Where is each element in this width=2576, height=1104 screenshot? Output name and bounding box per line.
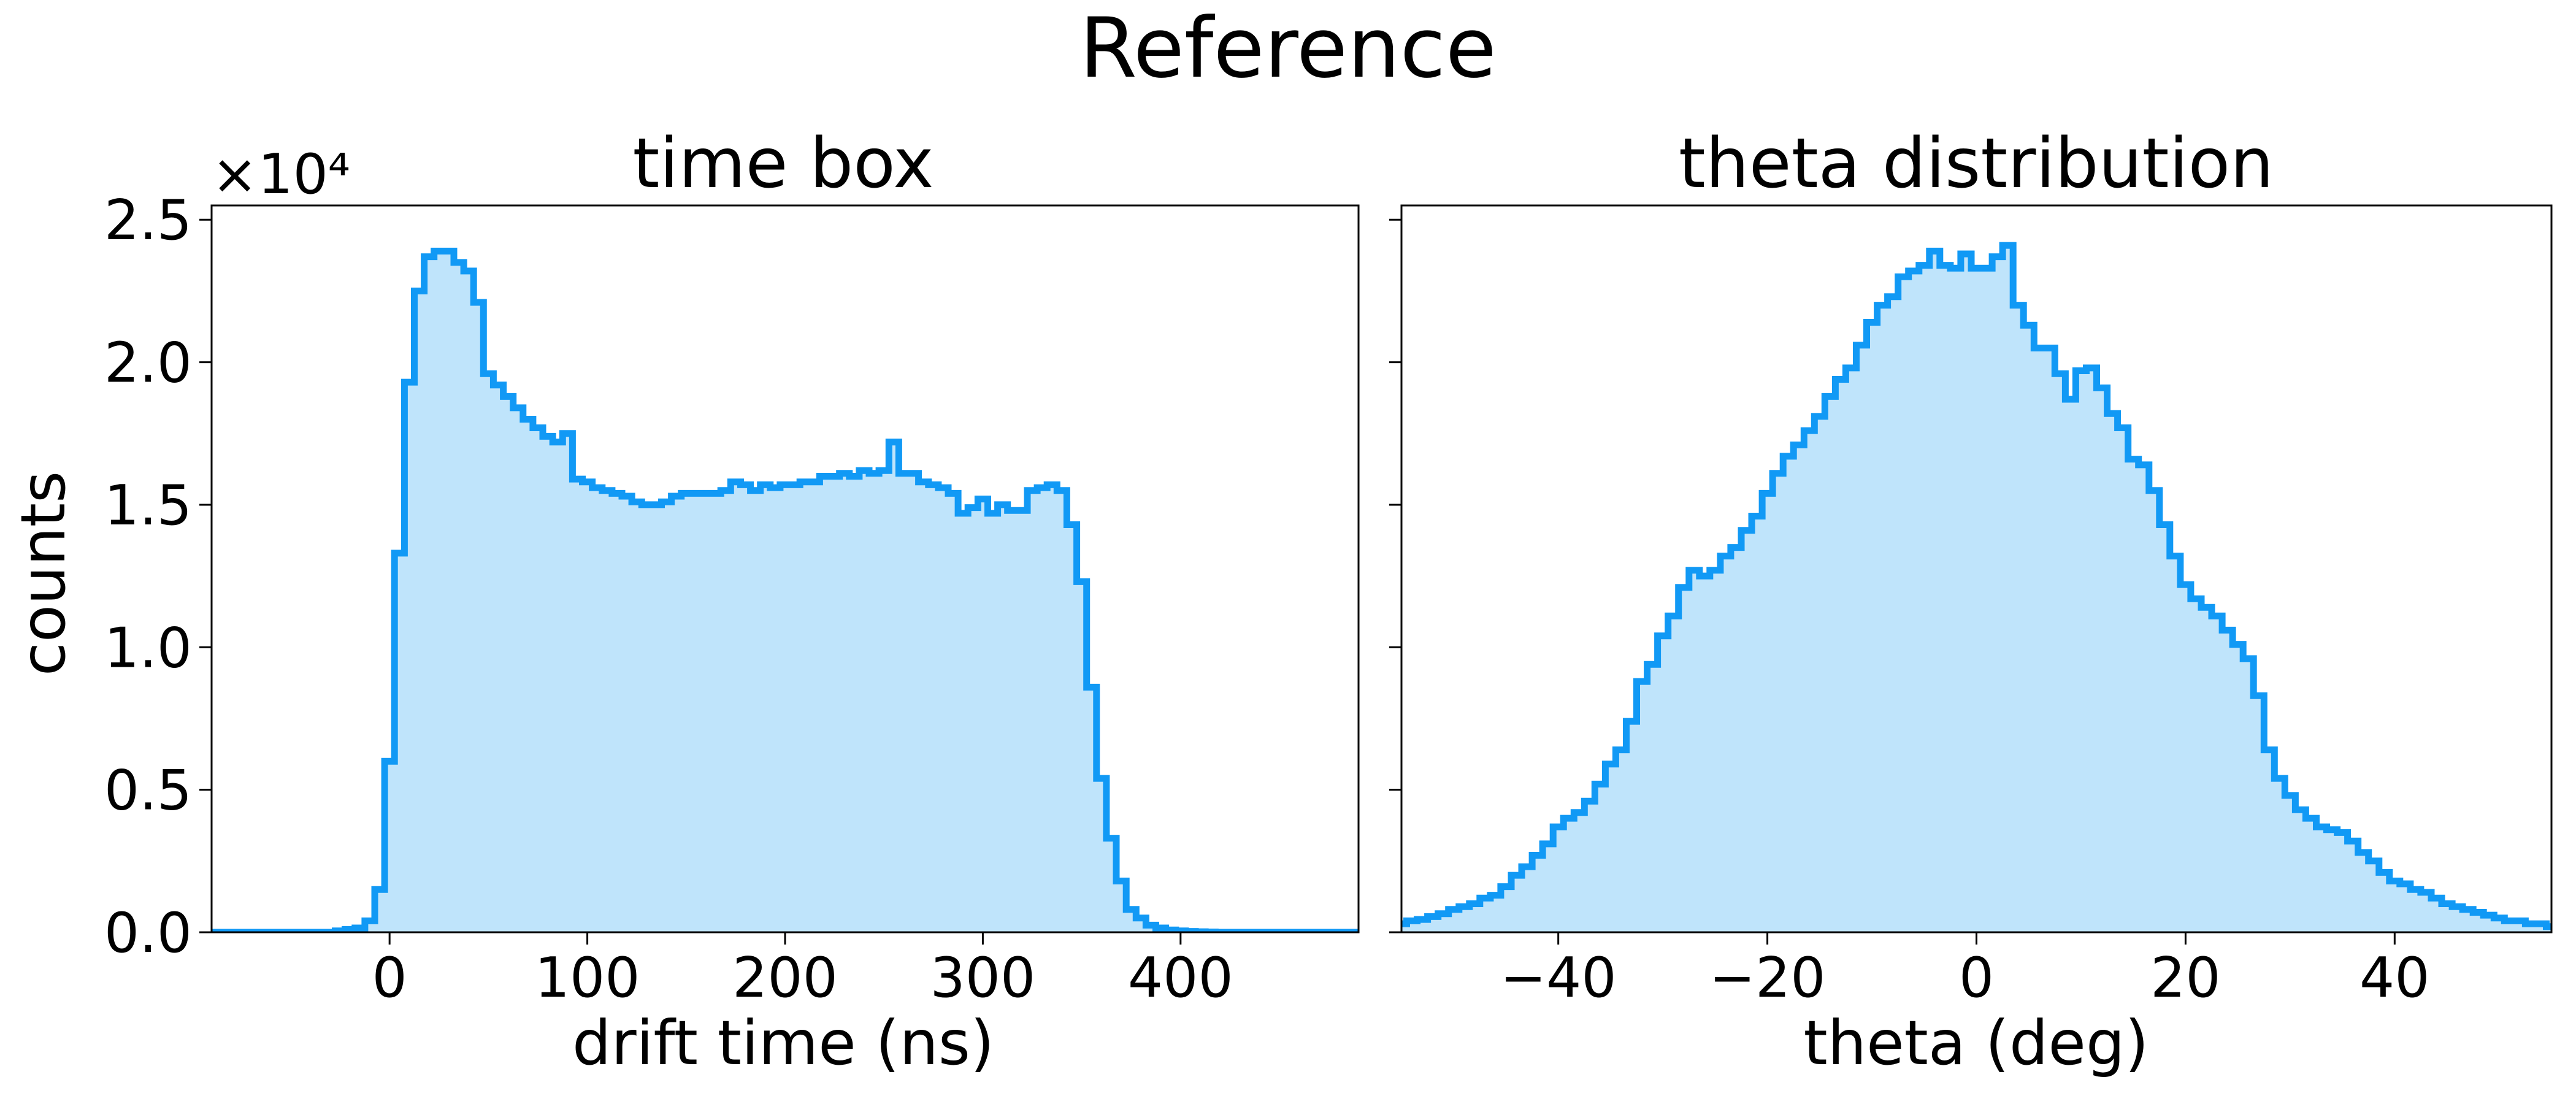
time-box-histogram-fill <box>212 251 1359 932</box>
theta-distribution-panel: theta distribution theta (deg) −40 −20 0 20… <box>1389 124 2553 1079</box>
time-box-histogram-line <box>212 247 1359 932</box>
theta-distribution-histogram-line <box>1401 242 2551 930</box>
theta-distribution-x-tick-label: 20 <box>2150 946 2221 1010</box>
time-box-x-tick-label: 100 <box>535 946 640 1010</box>
theta-distribution-x-tick-label: −20 <box>1709 946 1826 1010</box>
time-box-panel: time box ×10⁴ counts drift time (ns) 0 10… <box>7 124 1360 1079</box>
time-box-x-tick-label: 300 <box>930 946 1036 1010</box>
theta-distribution-title: theta distribution <box>1679 124 2274 204</box>
time-box-y-tick-label: 0.0 <box>104 901 192 965</box>
theta-distribution-x-tick-label: 0 <box>1959 946 1994 1010</box>
time-box-y-tick-label: 2.0 <box>104 331 192 396</box>
time-box-y-tick-label: 1.0 <box>104 616 192 680</box>
time-box-plot-area: 0 100 200 300 400 0.0 0.5 1.0 1.5 2.0 2.5 <box>104 188 1360 1010</box>
time-box-x-tick-label: 0 <box>372 946 407 1010</box>
time-box-ylabel: counts <box>7 471 79 676</box>
theta-distribution-histogram-fill <box>1401 245 2551 932</box>
time-box-xlabel: drift time (ns) <box>572 1007 994 1079</box>
theta-distribution-plot-area: −40 −20 0 20 40 <box>1389 204 2553 1010</box>
time-box-y-tick-label: 0.5 <box>104 759 192 823</box>
theta-distribution-x-tick-label: −40 <box>1500 946 1617 1010</box>
figure-suptitle: Reference <box>1079 0 1497 96</box>
time-box-y-tick-label: 2.5 <box>104 188 192 253</box>
time-box-title: time box <box>632 124 933 204</box>
time-box-x-tick-label: 400 <box>1128 946 1233 1010</box>
time-box-offset-text: ×10⁴ <box>212 142 350 207</box>
time-box-y-tick-label: 1.5 <box>104 473 192 538</box>
theta-distribution-x-tick-label: 40 <box>2359 946 2430 1010</box>
theta-distribution-xlabel: theta (deg) <box>1804 1007 2149 1079</box>
time-box-x-tick-label: 200 <box>732 946 838 1010</box>
